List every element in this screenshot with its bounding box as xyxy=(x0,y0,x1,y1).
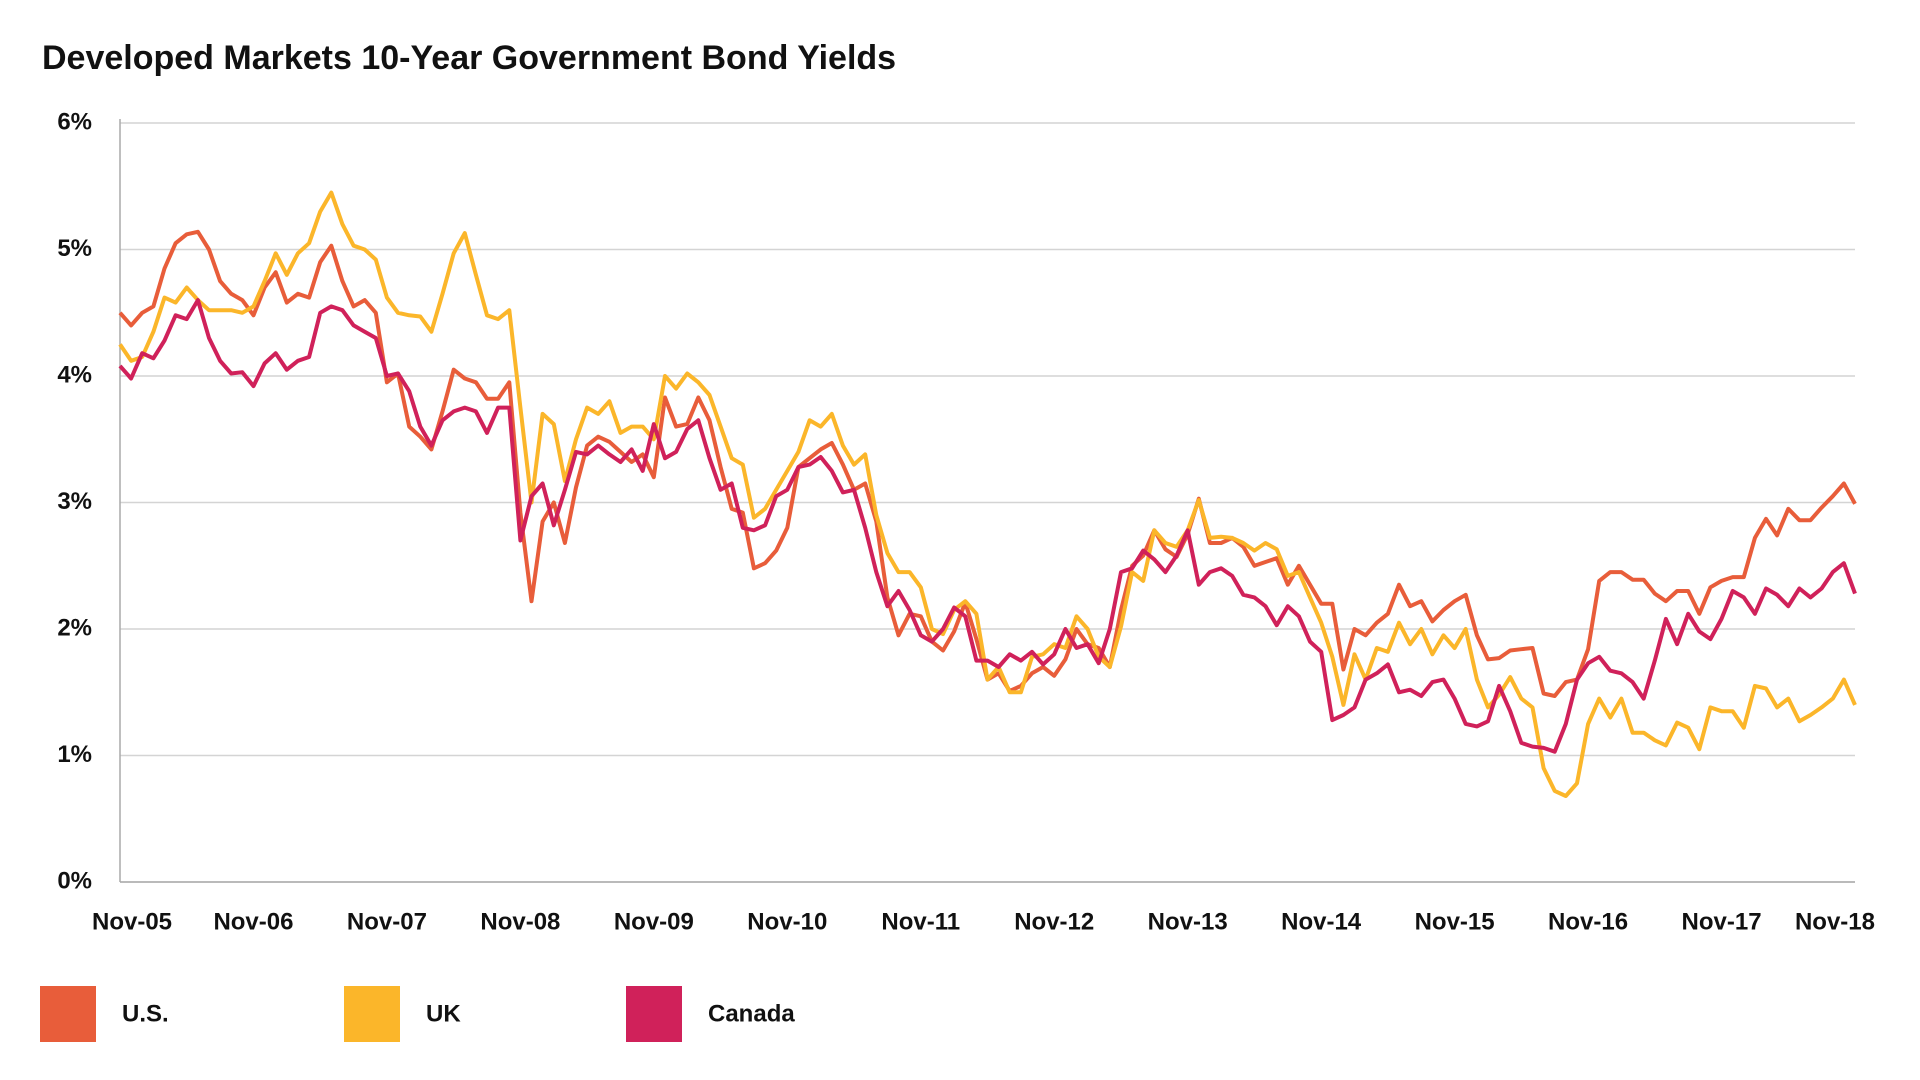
x-tick-label: Nov-06 xyxy=(213,908,293,935)
x-tick-label: Nov-07 xyxy=(347,908,427,935)
legend-swatch xyxy=(344,986,400,1042)
y-tick-label: 5% xyxy=(57,235,92,262)
x-tick-label: Nov-17 xyxy=(1682,908,1762,935)
y-tick-label: 1% xyxy=(57,741,92,768)
y-tick-label: 0% xyxy=(57,867,92,894)
y-tick-label: 6% xyxy=(57,108,92,135)
x-tick-label: Nov-18 xyxy=(1795,908,1875,935)
x-tick-label: Nov-11 xyxy=(881,908,960,935)
y-tick-label: 3% xyxy=(57,488,92,515)
series-line xyxy=(118,298,1857,754)
legend-label: Canada xyxy=(708,1000,795,1027)
legend-label: UK xyxy=(426,1000,461,1027)
x-tick-label: Nov-08 xyxy=(480,908,560,935)
x-tick-label: Nov-10 xyxy=(747,908,827,935)
legend-swatch xyxy=(40,986,96,1042)
y-tick-label: 2% xyxy=(57,614,92,641)
legend-swatch xyxy=(626,986,682,1042)
x-tick-label: Nov-12 xyxy=(1014,908,1094,935)
series-line xyxy=(118,190,1857,798)
legend-label: U.S. xyxy=(122,1000,169,1027)
series-line xyxy=(118,229,1857,698)
x-tick-label: Nov-14 xyxy=(1281,908,1362,935)
x-tick-label: Nov-05 xyxy=(92,908,172,935)
y-tick-label: 4% xyxy=(57,361,92,388)
x-tick-label: Nov-16 xyxy=(1548,908,1628,935)
x-tick-label: Nov-09 xyxy=(614,908,694,935)
x-tick-label: Nov-13 xyxy=(1148,908,1228,935)
x-tick-label: Nov-15 xyxy=(1415,908,1495,935)
chart-title: Developed Markets 10-Year Government Bon… xyxy=(42,39,896,77)
